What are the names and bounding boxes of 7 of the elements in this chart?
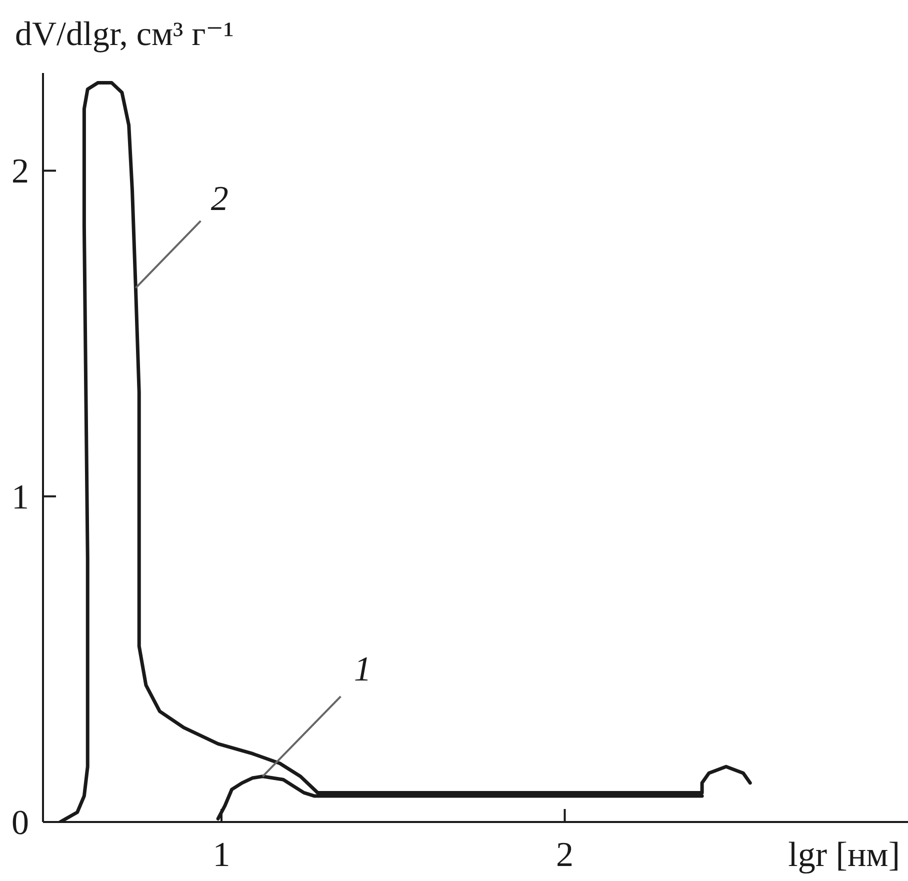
y-axis-title: dV/dlgr, см³ г⁻¹ bbox=[15, 16, 234, 53]
y-tick-label: 1 bbox=[12, 477, 29, 516]
text: 1 bbox=[354, 649, 372, 688]
text: 2 bbox=[210, 178, 228, 218]
x-axis-title: lgr [нм] bbox=[788, 835, 900, 874]
y-tick-label: 2 bbox=[12, 152, 29, 191]
y-tick-label: 0 bbox=[12, 803, 29, 842]
